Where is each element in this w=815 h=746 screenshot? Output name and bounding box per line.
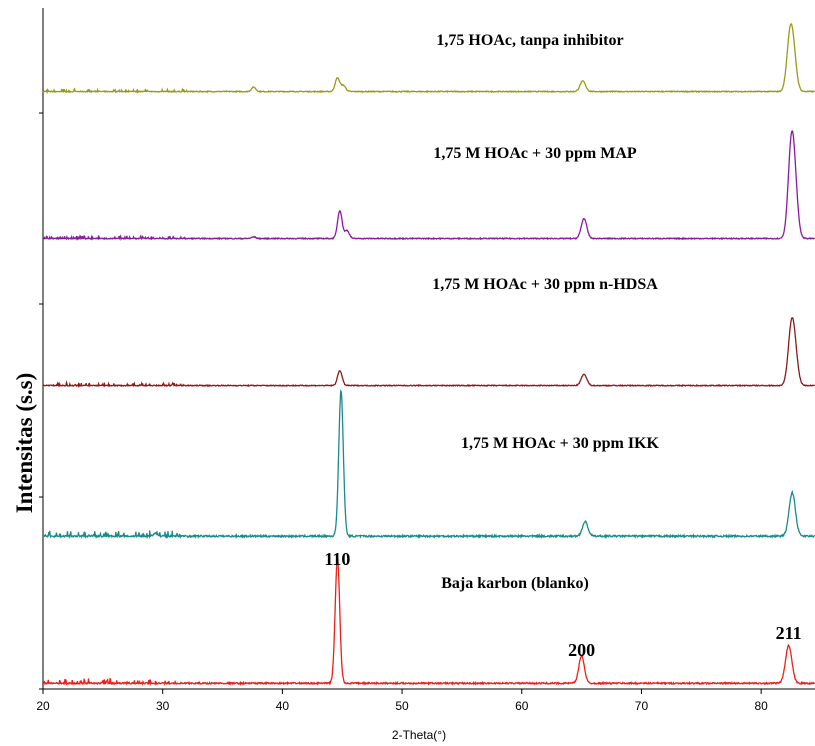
series-lines — [42, 23, 815, 687]
series-line — [42, 557, 815, 687]
x-tick-label: 60 — [515, 699, 529, 713]
x-axis-label: 2-Theta(°) — [392, 728, 446, 742]
series-label: 1,75 M HOAc + 30 ppm IKK — [461, 435, 660, 452]
x-tick-label: 70 — [635, 699, 649, 713]
series-labels: 1,75 HOAc, tanpa inhibitor 1,75 M HOAc + … — [432, 32, 659, 592]
y-axis-label: Intensitas (s.s) — [12, 373, 37, 514]
x-tick-label: 20 — [36, 699, 50, 713]
x-ticks: 20 30 40 50 60 70 80 — [36, 689, 768, 713]
x-tick-label: 80 — [754, 699, 768, 713]
series-line — [42, 317, 815, 389]
series-label: 1,75 M HOAc + 30 ppm MAP — [433, 145, 637, 162]
peak-labels: 110 200 211 — [324, 549, 801, 660]
series-line — [42, 389, 815, 540]
series-label: 1,75 HOAc, tanpa inhibitor — [436, 32, 623, 49]
axes — [39, 8, 815, 690]
series-label: Baja karbon (blanko) — [441, 575, 589, 592]
x-tick-label: 30 — [156, 699, 170, 713]
peak-label: 200 — [568, 640, 595, 660]
x-tick-label: 40 — [276, 699, 290, 713]
peak-label: 110 — [324, 549, 350, 569]
series-line — [42, 23, 815, 95]
series-label: 1,75 M HOAc + 30 ppm n-HDSA — [432, 276, 658, 293]
peak-label: 211 — [776, 623, 802, 643]
series-line — [42, 130, 815, 241]
x-tick-label: 50 — [395, 699, 409, 713]
